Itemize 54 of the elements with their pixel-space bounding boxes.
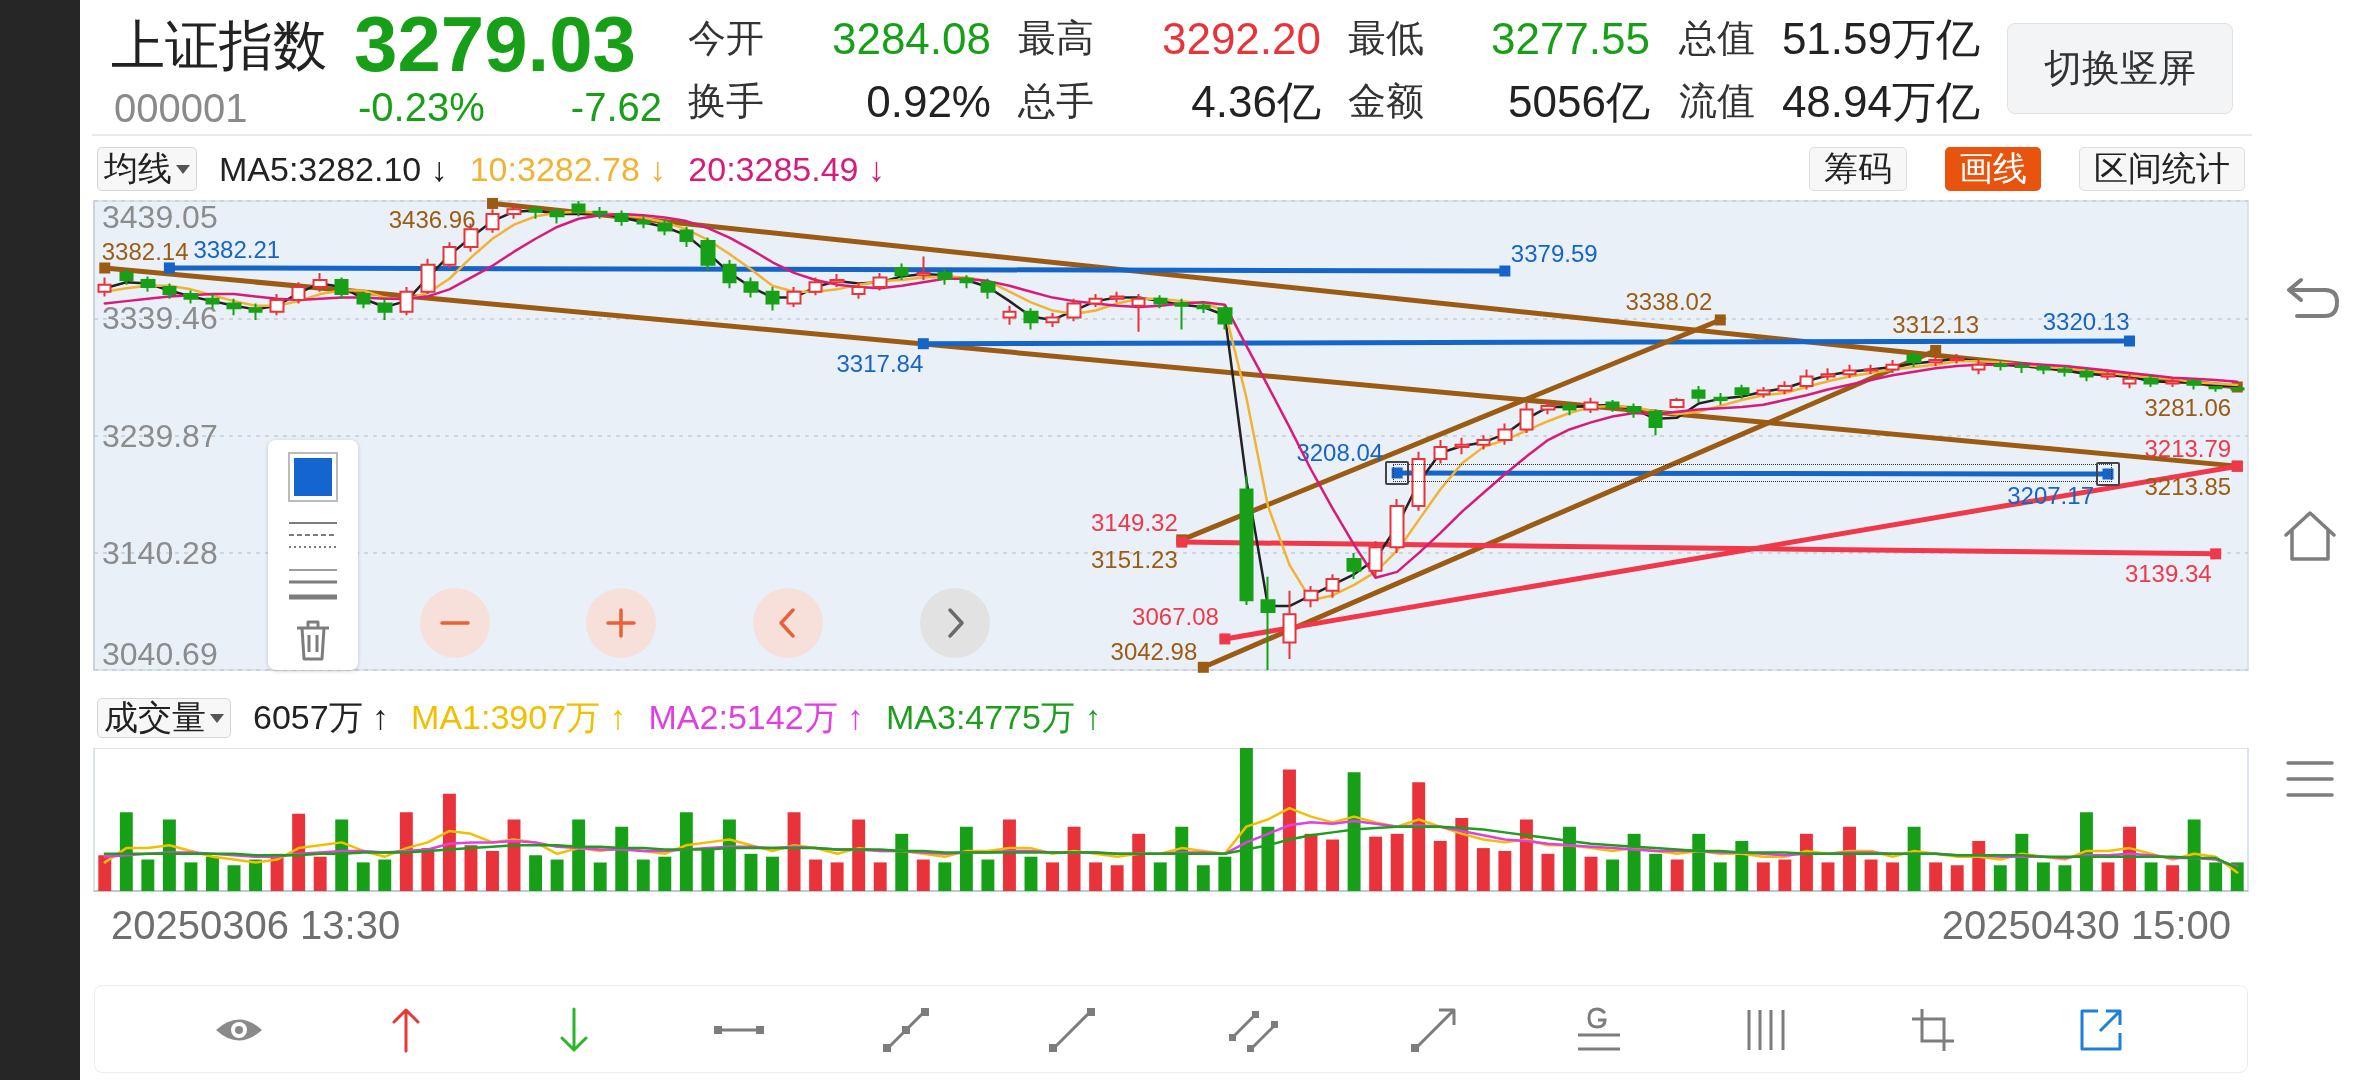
text: 今开 — [688, 16, 764, 61]
text: 0.92% — [866, 75, 991, 128]
text: 3292.20 — [1161, 12, 1321, 65]
data-label: 3281.06 — [2144, 393, 2232, 421]
y-tick-label: 3439.05 — [102, 199, 218, 235]
text: 3284.08 — [831, 12, 991, 65]
text: 6057万 ↑ — [253, 697, 390, 738]
x-tick-label: 20250306 13:30 — [110, 903, 401, 947]
series-label: MA5:3282.10 ↓ — [219, 149, 448, 189]
data-label: 3151.23 — [1091, 546, 1178, 574]
text: 成交量 — [104, 697, 206, 738]
text: MA3:4775万 ↑ — [886, 697, 1102, 738]
text: 流值 — [1679, 79, 1755, 124]
y-tick-label: 3040.69 — [102, 636, 218, 672]
data-label: 3379.59 — [1510, 239, 1598, 267]
text: 切换竖屏 — [2007, 23, 2233, 114]
y-tick-label: 3140.28 — [102, 534, 218, 571]
text: 5056亿 — [1508, 75, 1650, 128]
text: MA1:3907万 ↑ — [411, 697, 627, 738]
text: 画线 — [1945, 147, 2041, 191]
data-label: 3139.34 — [2124, 560, 2212, 588]
text: 总手 — [1018, 79, 1094, 124]
text: 区间统计 — [2079, 147, 2245, 191]
data-label: 3312.13 — [1892, 310, 1980, 338]
series-label: 20:3285.49 ↓ — [688, 149, 885, 189]
text: 48.94万亿 — [1781, 75, 1980, 128]
text: 3277.55 — [1490, 12, 1650, 65]
text: 均线 — [104, 148, 172, 189]
data-label: 3338.02 — [1625, 288, 1713, 316]
text: 51.59万亿 — [1781, 12, 1980, 65]
data-label: 3317.84 — [836, 350, 924, 378]
text: 000001 — [114, 85, 248, 132]
data-label: 3213.85 — [2144, 472, 2232, 500]
data-label: 3067.08 — [1132, 603, 1219, 631]
text: 金额 — [1348, 79, 1424, 124]
y-tick-label: 3339.46 — [102, 300, 218, 337]
data-label: 3320.13 — [2042, 307, 2130, 335]
data-label: 3042.98 — [1110, 637, 1198, 665]
text: 最高 — [1018, 16, 1094, 61]
data-label: 3382.14 — [101, 237, 189, 265]
text: 筹码 — [1809, 147, 1907, 191]
text: 换手 — [688, 79, 764, 124]
data-label: 3149.32 — [1091, 508, 1178, 536]
text: 最低 — [1348, 16, 1424, 61]
text: 4.36亿 — [1191, 75, 1321, 128]
text: MA2:5142万 ↑ — [648, 697, 864, 738]
data-label: 3213.79 — [2144, 434, 2232, 462]
data-label: 3436.96 — [388, 205, 476, 233]
data-label: 3382.21 — [193, 236, 281, 264]
text: 总值 — [1679, 16, 1755, 61]
series-label: 10:3282.78 ↓ — [469, 149, 667, 189]
x-tick-label: 20250430 15:00 — [1941, 903, 2232, 947]
y-tick-label: 3239.87 — [102, 417, 218, 454]
text: 上证指数 — [111, 14, 327, 77]
